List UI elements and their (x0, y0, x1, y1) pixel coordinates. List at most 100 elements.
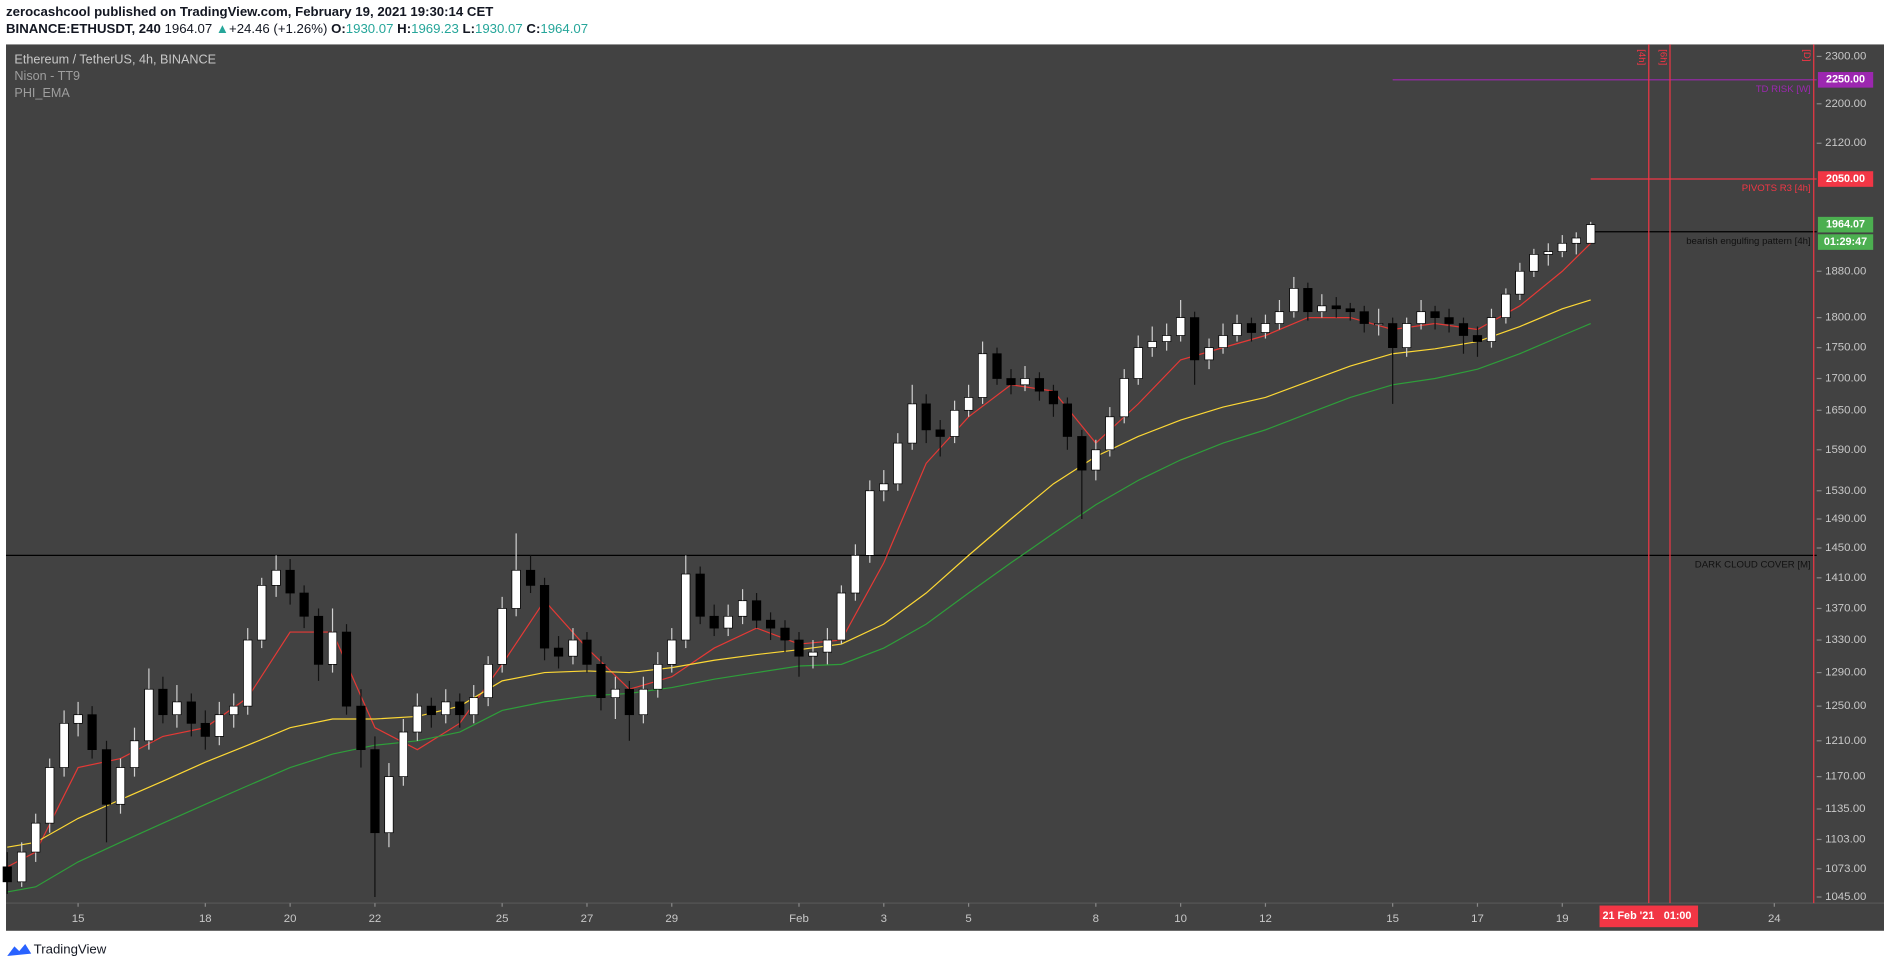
candle-body (1430, 311, 1440, 318)
x-tick-label: 3 (881, 913, 887, 925)
candle-body (1006, 378, 1016, 386)
candle-body (1190, 317, 1200, 361)
candle-body (257, 585, 267, 641)
candle-body (907, 403, 917, 444)
candle-body (101, 749, 112, 805)
brand-logo (7, 943, 32, 956)
y-tick-label: 1750.00 (1825, 342, 1866, 354)
open: 1930.07 (346, 22, 394, 37)
candle-body (73, 714, 83, 724)
x-tick-label: 15 (1386, 913, 1399, 925)
price-tag-label: 2250.00 (1826, 74, 1865, 86)
candle-body (511, 569, 521, 609)
symbol-line: BINANCE:ETHUSDT, 240 1964.07 ▲+24.46 (+1… (6, 22, 588, 37)
candle-body (172, 701, 182, 716)
author-line: zerocashcool published on TradingView.co… (6, 5, 493, 20)
arrow: ▲ (216, 22, 229, 37)
y-tick-label: 1135.00 (1825, 803, 1865, 815)
candle-body (1162, 335, 1172, 342)
candle-body (31, 822, 41, 853)
symbol: BINANCE:ETHUSDT, 240 (6, 22, 161, 37)
candle-body (1374, 323, 1384, 326)
candle-body (1204, 347, 1214, 361)
candle-body (1119, 378, 1129, 418)
candle-body (87, 714, 97, 751)
candle-body (1529, 254, 1539, 272)
candle-body (822, 639, 832, 653)
candle-body (921, 403, 931, 431)
y-tick-label: 1800.00 (1825, 312, 1866, 324)
candle-body (1274, 311, 1285, 324)
candle-body (596, 663, 606, 699)
countdown-tag (1817, 234, 1874, 250)
candle-body (964, 397, 974, 411)
candle-body (1133, 347, 1143, 379)
low: 1930.07 (475, 22, 523, 37)
candle-body (398, 731, 408, 777)
candle-body (935, 429, 945, 437)
candle-body (695, 573, 705, 617)
candle-body (483, 663, 493, 699)
candle-body (1486, 317, 1497, 342)
time-cursor-time: 01:00 (1664, 910, 1692, 922)
candle-body (214, 714, 224, 737)
candle-body (1416, 311, 1426, 324)
candle-body (313, 615, 324, 665)
candle-body (808, 651, 818, 657)
high: 1969.23 (411, 22, 459, 37)
candle-body (865, 490, 875, 556)
candle-body (525, 569, 536, 586)
candle-body (836, 592, 846, 641)
candle-body (1557, 242, 1567, 252)
candle-body (709, 615, 719, 629)
candle-body (1571, 237, 1581, 244)
candle-body (1515, 270, 1525, 295)
x-tick-label: 22 (369, 913, 382, 925)
y-tick-label: 1410.00 (1825, 572, 1866, 584)
candle-body (1444, 317, 1454, 324)
last-price: 1964.07 (165, 22, 213, 37)
candle-body (1317, 305, 1327, 313)
candle-body (158, 688, 168, 716)
candle-body (2, 866, 12, 883)
x-tick-label: 29 (665, 913, 678, 925)
candle-body (879, 483, 889, 492)
candle-body (1020, 378, 1030, 386)
y-tick-label: 1210.00 (1825, 735, 1866, 747)
candle-body (1232, 323, 1242, 336)
candle-body (1034, 378, 1045, 392)
price-tag (1817, 72, 1874, 88)
o-label: O: (331, 22, 346, 37)
candle-body (341, 631, 352, 707)
candle-body (794, 639, 804, 657)
candle-body (850, 555, 860, 594)
c-label: C: (526, 22, 540, 37)
candle-body (737, 600, 748, 617)
y-tick-label: 1650.00 (1825, 404, 1866, 416)
candle-body (1048, 390, 1059, 405)
candle-body (582, 639, 592, 665)
candle-body (1062, 403, 1073, 437)
candle-body (299, 592, 309, 617)
candle-body (144, 688, 154, 742)
candle-body (1388, 323, 1398, 348)
price-tag (1817, 171, 1874, 187)
candle-body (950, 409, 960, 437)
brand: TradingView (34, 941, 107, 956)
candle-body (610, 688, 620, 699)
candle-body (441, 701, 451, 716)
header-line: zerocashcool published on TradingView.co… (6, 5, 493, 20)
candle-body (129, 740, 140, 768)
candle-body (568, 639, 578, 657)
candle-body (751, 600, 762, 621)
y-tick-label: 1073.00 (1825, 863, 1866, 875)
y-tick-label: 2120.00 (1825, 137, 1866, 149)
y-tick-label: 1450.00 (1825, 542, 1866, 554)
candle-body (1176, 317, 1186, 336)
y-tick-label: 1590.00 (1825, 444, 1866, 456)
x-tick-label: 24 (1768, 913, 1781, 925)
candle-body (200, 722, 210, 737)
candle-body (17, 851, 27, 883)
